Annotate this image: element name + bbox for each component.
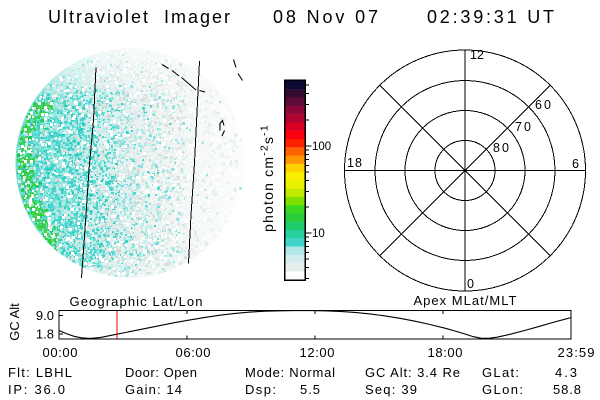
svg-text:Door: Open: Door: Open [125, 365, 197, 380]
svg-text:Apex MLat/MLT: Apex MLat/MLT [414, 293, 517, 308]
svg-text:GLat:: GLat: [482, 365, 519, 380]
svg-text:23:59: 23:59 [558, 345, 595, 360]
svg-text:4.3: 4.3 [555, 365, 577, 380]
svg-text:Dsp:: Dsp: [245, 382, 276, 397]
svg-text:photon cm-2s-1: photon cm-2s-1 [259, 124, 277, 232]
svg-text:12:00: 12:00 [300, 345, 335, 360]
svg-text:GLon:: GLon: [482, 382, 523, 397]
svg-text:Mode: Normal: Mode: Normal [245, 365, 335, 380]
svg-text:06:00: 06:00 [176, 345, 211, 360]
svg-text:18: 18 [347, 156, 362, 170]
svg-text:08 Nov 07: 08 Nov 07 [273, 7, 378, 27]
svg-text:58.8: 58.8 [553, 382, 581, 397]
svg-text:Geographic Lat/Lon: Geographic Lat/Lon [70, 294, 203, 309]
svg-text:Seq: 39: Seq: 39 [365, 382, 417, 397]
svg-text:5.5: 5.5 [300, 382, 320, 397]
svg-text:10: 10 [312, 228, 325, 240]
svg-text:1.8: 1.8 [36, 327, 54, 342]
svg-text:GC Alt: GC Alt [7, 303, 22, 341]
svg-text:0: 0 [467, 277, 474, 291]
svg-text:18:00: 18:00 [428, 345, 463, 360]
svg-text:02:39:31 UT: 02:39:31 UT [427, 7, 554, 27]
svg-text:100: 100 [312, 141, 331, 153]
svg-text:9.0: 9.0 [36, 308, 54, 323]
svg-text:GC Alt: 3.4 Re: GC Alt: 3.4 Re [365, 365, 460, 380]
svg-text:6: 6 [572, 157, 579, 171]
svg-text:Ultraviolet Imager: Ultraviolet Imager [48, 7, 230, 27]
svg-text:Flt: LBHL: Flt: LBHL [8, 365, 72, 380]
svg-text:12: 12 [470, 48, 484, 62]
svg-text:Gain: 14: Gain: 14 [125, 382, 182, 397]
svg-text:00:00: 00:00 [43, 345, 78, 360]
